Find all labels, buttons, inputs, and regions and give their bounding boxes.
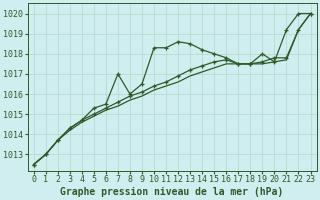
X-axis label: Graphe pression niveau de la mer (hPa): Graphe pression niveau de la mer (hPa) [60,186,284,197]
